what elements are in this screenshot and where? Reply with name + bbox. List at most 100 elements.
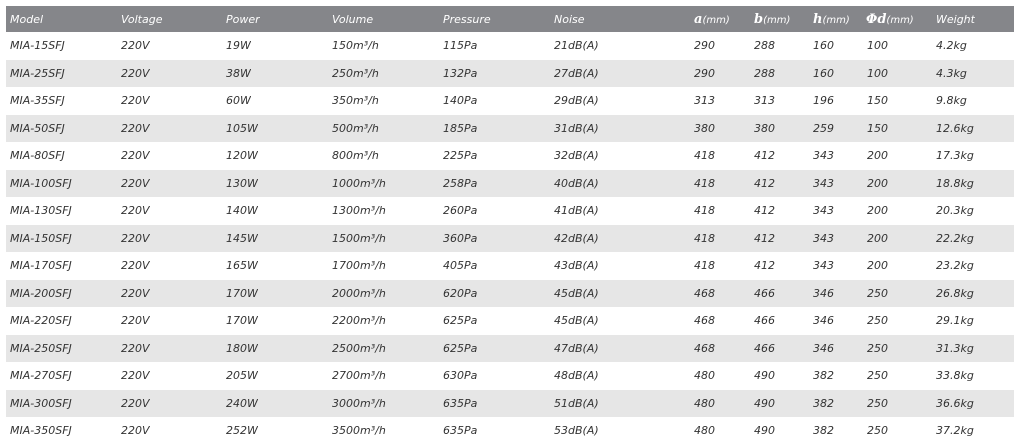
- cell-a: 480: [694, 396, 715, 410]
- table-body: MIA-15SFJ 220V 19W 150m³/h 115Pa 21dB(A) 290 28…: [6, 32, 1014, 445]
- cell-d: 200: [867, 149, 888, 163]
- table-row: MIA-35SFJ 220V 60W 350m³/h 140Pa 29dB(A) 313 31…: [6, 87, 1014, 115]
- table-row: MIA-270SFJ 220V 205W 2700m³/h 630Pa 48dB(A) 48…: [6, 362, 1014, 390]
- cell-h: 343: [813, 204, 834, 218]
- header-h-symbol: h: [813, 11, 823, 27]
- table-row: MIA-25SFJ 220V 38W 250m³/h 132Pa 27dB(A) 290 28…: [6, 59, 1014, 87]
- cell-model: MIA-270SFJ: [10, 369, 72, 383]
- table-row: MIA-220SFJ 220V 170W 2200m³/h 625Pa 45dB(A) 46…: [6, 307, 1014, 335]
- cell-d: 150: [867, 94, 888, 108]
- cell-a: 468: [694, 286, 715, 300]
- cell-model: MIA-80SFJ: [10, 149, 65, 163]
- cell-model: MIA-200SFJ: [10, 286, 72, 300]
- cell-volume: 150m³/h: [332, 39, 379, 53]
- cell-d: 250: [867, 396, 888, 410]
- cell-voltage: 220V: [121, 424, 150, 438]
- cell-a: 418: [694, 149, 715, 163]
- cell-a: 418: [694, 204, 715, 218]
- cell-b: 412: [754, 259, 775, 273]
- cell-a: 290: [694, 66, 715, 80]
- cell-volume: 250m³/h: [332, 66, 379, 80]
- cell-weight: 12.6kg: [936, 121, 974, 135]
- cell-a: 480: [694, 369, 715, 383]
- cell-power: 240W: [226, 396, 258, 410]
- cell-weight: 9.8kg: [936, 94, 967, 108]
- header-d-unit: (mm): [886, 14, 914, 26]
- cell-pressure: 625Pa: [443, 314, 478, 328]
- cell-voltage: 220V: [121, 204, 150, 218]
- cell-b: 466: [754, 286, 775, 300]
- cell-power: 60W: [226, 94, 251, 108]
- cell-h: 343: [813, 149, 834, 163]
- header-a: a(mm): [694, 12, 730, 27]
- cell-volume: 350m³/h: [332, 94, 379, 108]
- cell-power: 105W: [226, 121, 258, 135]
- cell-b: 412: [754, 149, 775, 163]
- cell-h: 346: [813, 286, 834, 300]
- header-h-unit: (mm): [822, 14, 850, 26]
- cell-voltage: 220V: [121, 259, 150, 273]
- cell-volume: 2200m³/h: [332, 314, 386, 328]
- cell-power: 252W: [226, 424, 258, 438]
- cell-volume: 1000m³/h: [332, 176, 386, 190]
- cell-a: 480: [694, 424, 715, 438]
- cell-model: MIA-100SFJ: [10, 176, 72, 190]
- cell-pressure: 405Pa: [443, 259, 478, 273]
- table-row: MIA-130SFJ 220V 140W 1300m³/h 260Pa 41dB(A) 41…: [6, 197, 1014, 225]
- header-b-symbol: b: [754, 11, 764, 27]
- cell-weight: 22.2kg: [936, 231, 974, 245]
- cell-d: 250: [867, 369, 888, 383]
- cell-noise: 21dB(A): [554, 39, 599, 53]
- cell-noise: 43dB(A): [554, 259, 599, 273]
- table-row: MIA-15SFJ 220V 19W 150m³/h 115Pa 21dB(A) 290 28…: [6, 32, 1014, 60]
- header-pressure: Pressure: [443, 12, 491, 26]
- cell-pressure: 635Pa: [443, 396, 478, 410]
- header-d-symbol: Φd: [866, 11, 887, 27]
- spec-table: Model Voltage Power Volume Pressure Nois…: [6, 6, 1014, 445]
- cell-pressure: 225Pa: [443, 149, 478, 163]
- cell-weight: 18.8kg: [936, 176, 974, 190]
- cell-power: 19W: [226, 39, 251, 53]
- cell-b: 412: [754, 204, 775, 218]
- cell-d: 100: [867, 66, 888, 80]
- cell-a: 418: [694, 176, 715, 190]
- cell-b: 490: [754, 369, 775, 383]
- table-header-row: Model Voltage Power Volume Pressure Nois…: [6, 6, 1014, 32]
- cell-weight: 23.2kg: [936, 259, 974, 273]
- cell-volume: 2700m³/h: [332, 369, 386, 383]
- header-weight: Weight: [936, 12, 975, 26]
- header-a-unit: (mm): [702, 14, 730, 26]
- table-row: MIA-200SFJ 220V 170W 2000m³/h 620Pa 45dB(A) 46…: [6, 279, 1014, 307]
- cell-model: MIA-150SFJ: [10, 231, 72, 245]
- cell-weight: 17.3kg: [936, 149, 974, 163]
- table-row: MIA-150SFJ 220V 145W 1500m³/h 360Pa 42dB(A) 41…: [6, 224, 1014, 252]
- cell-model: MIA-350SFJ: [10, 424, 72, 438]
- cell-voltage: 220V: [121, 149, 150, 163]
- cell-model: MIA-250SFJ: [10, 341, 72, 355]
- table-row: MIA-350SFJ 220V 252W 3500m³/h 635Pa 53dB(A) 48…: [6, 417, 1014, 445]
- cell-noise: 42dB(A): [554, 231, 599, 245]
- cell-b: 466: [754, 314, 775, 328]
- table-row: MIA-100SFJ 220V 130W 1000m³/h 258Pa 40dB(A) 41…: [6, 169, 1014, 197]
- cell-pressure: 620Pa: [443, 286, 478, 300]
- cell-voltage: 220V: [121, 176, 150, 190]
- table-row: MIA-80SFJ 220V 120W 800m³/h 225Pa 32dB(A) 418 4…: [6, 142, 1014, 170]
- cell-power: 180W: [226, 341, 258, 355]
- cell-model: MIA-170SFJ: [10, 259, 72, 273]
- cell-d: 200: [867, 176, 888, 190]
- header-h: h(mm): [813, 12, 850, 27]
- cell-volume: 800m³/h: [332, 149, 379, 163]
- cell-d: 200: [867, 259, 888, 273]
- cell-model: MIA-300SFJ: [10, 396, 72, 410]
- cell-a: 418: [694, 259, 715, 273]
- cell-h: 346: [813, 341, 834, 355]
- cell-h: 160: [813, 66, 834, 80]
- cell-b: 466: [754, 341, 775, 355]
- cell-d: 250: [867, 286, 888, 300]
- cell-model: MIA-25SFJ: [10, 66, 65, 80]
- cell-noise: 45dB(A): [554, 314, 599, 328]
- cell-weight: 4.3kg: [936, 66, 967, 80]
- header-noise: Noise: [554, 12, 585, 26]
- cell-noise: 48dB(A): [554, 369, 599, 383]
- cell-b: 288: [754, 66, 775, 80]
